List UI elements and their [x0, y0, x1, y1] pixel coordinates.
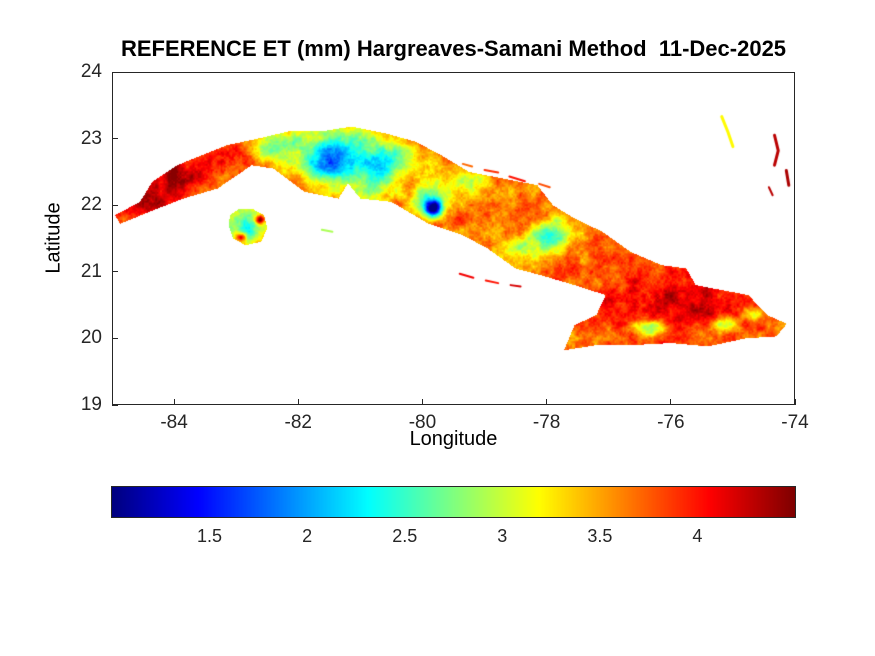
x-tick-label: -78: [532, 412, 561, 433]
x-tick-mark: [794, 399, 796, 405]
y-tick-mark: [112, 271, 118, 273]
y-tick-label: 19: [80, 394, 102, 415]
x-axis-label: Longitude: [409, 428, 498, 450]
colorbar-tick-label: 2.5: [392, 526, 418, 546]
y-tick-mark: [112, 204, 118, 206]
colorbar-tick-label: 3: [497, 526, 508, 546]
colorbar-tick-label: 1.5: [197, 526, 223, 546]
colorbar-tick-label: 3.5: [587, 526, 613, 546]
y-tick-label: 20: [80, 327, 102, 349]
plot-area: [112, 72, 795, 405]
y-tick-mark: [112, 404, 118, 406]
y-tick-mark: [112, 337, 118, 339]
x-tick-label: -82: [284, 412, 312, 433]
colorbar-gradient-canvas: [112, 487, 795, 517]
x-tick-mark: [421, 399, 423, 405]
x-tick-mark: [173, 399, 175, 405]
x-tick-label: -76: [657, 412, 685, 433]
x-tick-mark: [297, 399, 299, 405]
x-tick-label: -74: [781, 412, 809, 433]
y-tick-label: 24: [80, 61, 102, 82]
x-tick-label: -84: [160, 412, 188, 433]
y-tick-label: 23: [80, 127, 102, 149]
x-tick-mark: [546, 399, 548, 405]
cuba-et-heatmap-canvas: [112, 72, 795, 405]
colorbar-tick-label: 2: [302, 526, 313, 546]
colorbar-tick-label: 4: [692, 526, 703, 546]
y-tick-label: 22: [80, 194, 102, 216]
y-tick-label: 21: [80, 260, 102, 282]
chart-title: REFERENCE ET (mm) Hargreaves-Samani Meth…: [120, 36, 787, 61]
x-tick-mark: [670, 399, 672, 405]
colorbar: [111, 486, 796, 518]
y-tick-mark: [112, 71, 118, 73]
x-tick-label: -80: [408, 412, 437, 433]
y-tick-mark: [112, 138, 118, 140]
